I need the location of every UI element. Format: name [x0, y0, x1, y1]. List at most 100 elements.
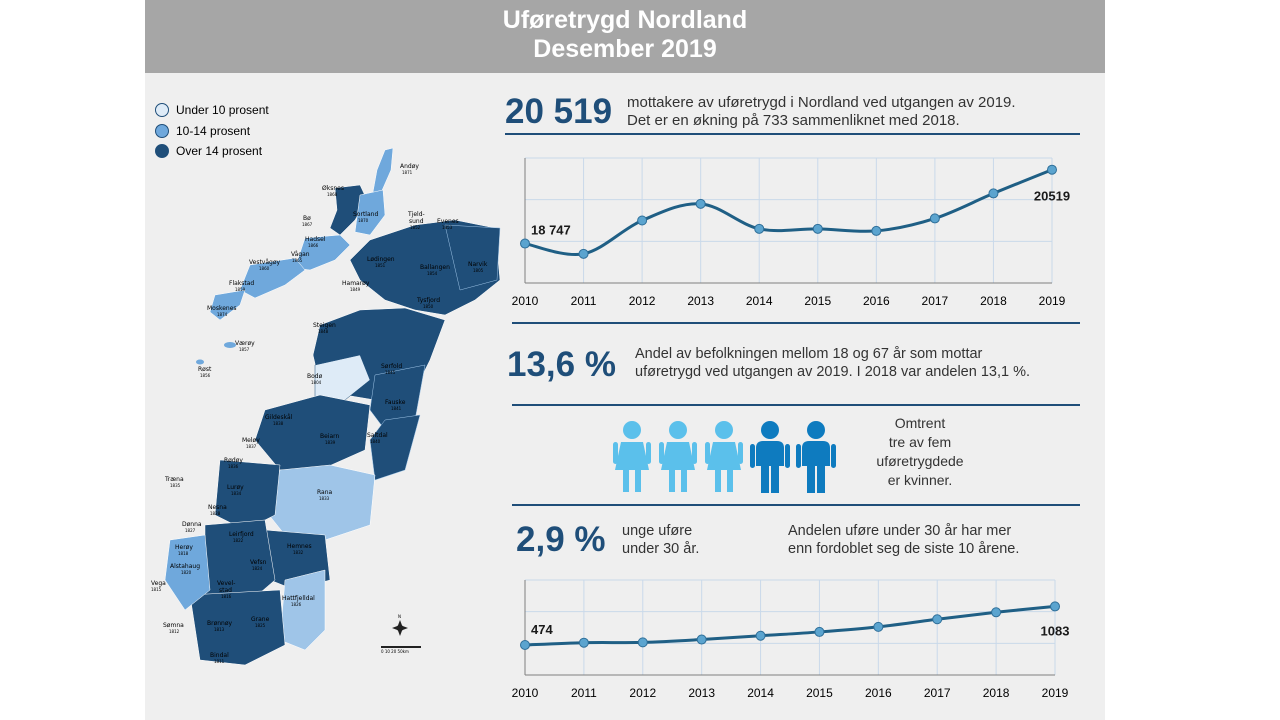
map-code: 1866: [308, 243, 319, 248]
map-code: 1833: [319, 496, 330, 501]
map-code: 1813: [214, 627, 225, 632]
map-code: 1822: [233, 538, 244, 543]
map-region-rana: [264, 464, 376, 541]
compass-letter: N: [398, 614, 401, 619]
map-code: 1867: [302, 222, 313, 227]
legend-label: Under 10 prosent: [176, 103, 269, 118]
data-point: [1050, 601, 1060, 612]
data-point: [755, 630, 766, 641]
map-code: 1820: [181, 570, 192, 575]
title-bar: Uføretrygd Nordland Desember 2019: [145, 0, 1105, 73]
map-code: 1859: [235, 287, 246, 292]
map-label: Dønna: [182, 521, 202, 528]
x-tick-label: 2014: [747, 686, 774, 700]
map-code: 1837: [246, 444, 257, 449]
legend-item-10-14: 10-14 prosent: [155, 121, 269, 142]
compass-icon: N: [392, 614, 408, 636]
map-code: 1804: [311, 380, 322, 385]
map-label: Hemnes: [287, 543, 312, 550]
map-label: sund: [409, 218, 424, 225]
data-label-first: 474: [531, 622, 553, 637]
data-point: [578, 248, 589, 259]
recipients-number: 20 519: [505, 92, 613, 131]
map-label: Bø: [303, 215, 311, 222]
data-label-last: 1083: [1041, 623, 1070, 638]
map-label: Ballangen: [420, 264, 450, 271]
map-region-andoy: [372, 147, 394, 196]
x-tick-label: 2010: [512, 294, 539, 308]
legend-item-under-10: Under 10 prosent: [155, 100, 269, 121]
map-code: 1818: [178, 551, 189, 556]
data-point: [637, 215, 648, 226]
x-tick-label: 2018: [983, 686, 1010, 700]
map-label: Røst: [198, 366, 212, 373]
data-point: [929, 213, 940, 224]
women-text-4: er kvinner.: [887, 472, 953, 488]
data-point: [991, 607, 1002, 618]
x-tick-label: 2019: [1042, 686, 1069, 700]
data-point: [988, 188, 999, 199]
data-point: [812, 223, 823, 234]
map-code: 1852: [410, 225, 421, 230]
map-label: Alstahaug: [170, 563, 200, 570]
divider-1: [505, 133, 1080, 135]
map-label: Gildeskål: [265, 414, 293, 421]
map-code: 1850: [423, 304, 434, 309]
map-label: Lødingen: [367, 256, 395, 263]
map-label: Moskenes: [207, 305, 237, 312]
map-label: Sørfold: [381, 363, 402, 370]
legend-label: 10-14 prosent: [176, 123, 251, 138]
map-code: 1860: [259, 266, 270, 271]
data-point: [871, 225, 882, 236]
map-region-bodo: [314, 354, 371, 401]
map-label: Hadsel: [305, 236, 326, 243]
map-code: 1805: [473, 268, 484, 273]
map-code: 1834: [231, 491, 242, 496]
map-region-saltdal: [369, 414, 421, 481]
map-label: Tjeld-: [407, 211, 425, 218]
map-label: Vågan: [291, 251, 310, 258]
map-region-hattfjelldal: [279, 569, 326, 651]
divider-4: [512, 504, 1080, 506]
map-label: Beiarn: [320, 433, 340, 440]
legend-swatch-light: [155, 103, 169, 118]
x-tick-label: 2017: [922, 294, 949, 308]
map-region-rodoy-luroy: [214, 459, 281, 531]
divider-2: [512, 322, 1080, 324]
map-label: Hamarøy: [342, 280, 370, 287]
young-note-1: Andelen uføre under 30 år har mer: [788, 523, 1012, 539]
young-share-number: 2,9 %: [516, 520, 606, 559]
map-label: Steigen: [313, 322, 336, 329]
map-code: 1826: [291, 602, 302, 607]
map-region-vaeroy: [224, 342, 236, 348]
data-point: [520, 238, 530, 249]
map-code: 1827: [185, 528, 196, 533]
map-label: Rana: [317, 489, 333, 496]
young-text-2: under 30 år.: [622, 541, 700, 557]
map-code: 1865: [292, 258, 303, 263]
x-tick-label: 2016: [863, 294, 890, 308]
x-tick-label: 2017: [924, 686, 951, 700]
title-line-1: Uføretrygd Nordland: [502, 6, 748, 34]
x-tick-label: 2013: [688, 686, 715, 700]
map-code: 1845: [385, 370, 396, 375]
data-point: [1047, 164, 1057, 175]
recipients-line-chart: 2010 2011 2012 2013 2014 2015 2016 2017 2018 2019…: [512, 157, 1070, 308]
map-region-moskenes: [209, 289, 246, 321]
map-label: Bindal: [210, 652, 229, 659]
map-legend: Under 10 prosent 10-14 prosent Over 14 p…: [155, 100, 269, 162]
map-code: 1828: [210, 511, 221, 516]
map-code: 1856: [200, 373, 211, 378]
map-label: Vevel-: [217, 580, 235, 587]
map-label: Grane: [251, 616, 270, 623]
x-tick-label: 2019: [1039, 294, 1066, 308]
map-label: Vestvågøy: [249, 259, 281, 266]
map-code: 1836: [228, 464, 239, 469]
map-region-coast-helgeland: [164, 534, 211, 611]
share-text-2: uføretrygd ved utgangen av 2019. I 2018 …: [635, 364, 1030, 380]
map-code: 1812: [169, 629, 180, 634]
map-label: Tysfjord: [416, 297, 440, 304]
share-text-1: Andel av befolkningen mellom 18 og 67 år…: [635, 346, 983, 362]
map-region-rost: [196, 359, 204, 365]
x-tick-label: 2012: [629, 294, 656, 308]
